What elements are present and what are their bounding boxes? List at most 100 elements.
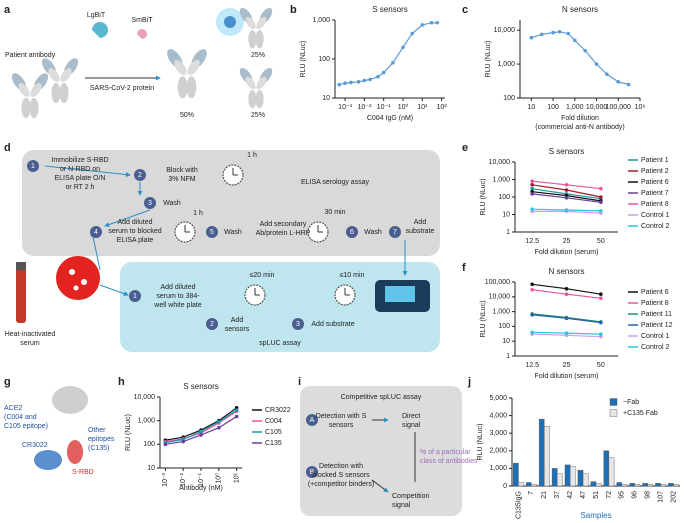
y-tick-label: 1,000 (312, 17, 330, 24)
data-point (605, 72, 609, 77)
data-point (551, 30, 555, 35)
data-point (599, 200, 603, 205)
data-point (376, 74, 380, 79)
data-point (391, 60, 395, 65)
bar (564, 464, 571, 487)
legend-label: Patient 2 (641, 168, 669, 175)
step-number: 5 (210, 229, 214, 236)
step-number: A (310, 417, 315, 424)
panel-label: b (290, 4, 297, 16)
bar (647, 484, 654, 487)
legend-label: Control 2 (641, 344, 670, 351)
x-axis-label: C004 IgG (nM) (367, 115, 413, 122)
x-tick-label: C135IgG (515, 491, 522, 519)
step-number: 7 (393, 229, 397, 236)
bar (603, 450, 610, 487)
x-tick-label: 96 (632, 491, 639, 499)
x-tick-label: 10⁻² (180, 472, 187, 486)
legend-label: Patient 1 (641, 157, 669, 164)
data-point (557, 29, 562, 34)
data-point (599, 320, 603, 325)
diagram-text: Block with (166, 167, 198, 174)
data-point (539, 32, 544, 37)
diagram-text: signal (392, 502, 411, 509)
diagram-text: signal (402, 422, 421, 429)
bar (621, 484, 628, 487)
panel-label: i (298, 376, 301, 388)
data-point (564, 292, 569, 296)
diagram-text: SmBiT (132, 17, 154, 24)
y-axis-label: RLU (NLuc) (480, 179, 487, 216)
step-number: 6 (350, 229, 354, 236)
bar (642, 483, 648, 487)
x-tick-label: 202 (670, 491, 677, 503)
chart-title: N sensors (548, 267, 584, 276)
step-circle (306, 414, 318, 426)
bar (660, 484, 666, 487)
step-number: 1 (133, 293, 137, 300)
x-axis-label: Antibody (nM) (179, 485, 223, 492)
y-tick-label: 100 (318, 56, 330, 63)
diagram-text: spLUC assay (259, 340, 301, 347)
diagram-text: Add (231, 317, 244, 324)
data-point (163, 442, 168, 447)
legend-label: C004 (265, 418, 282, 425)
step-number: B (310, 469, 315, 476)
chart-title: N sensors (562, 5, 598, 14)
diagram-text: Add diluted (160, 284, 195, 291)
bar (608, 457, 615, 487)
chart-title: S sensors (549, 147, 585, 156)
bar (616, 482, 623, 487)
x-tick-label: 25 (563, 362, 571, 369)
bar (513, 462, 519, 487)
diagram-text: well white plate (153, 302, 202, 309)
diagram-text: 1 h (247, 152, 257, 159)
data-point (368, 77, 373, 82)
diagram-text: (C004 and (4, 414, 37, 421)
legend-label: C135 (265, 440, 282, 447)
diagram-text: ≤10 min (340, 272, 365, 279)
diagram-text: Ab/protein L-HRP (256, 230, 311, 237)
data-point (564, 208, 569, 212)
y-tick-label: 2,000 (489, 448, 507, 455)
data-point (564, 182, 569, 187)
bar (582, 473, 589, 487)
x-tick-label: 98 (645, 491, 652, 499)
data-point (337, 82, 342, 87)
data-point (530, 330, 534, 335)
chart-title: S sensors (183, 382, 219, 391)
data-point (410, 31, 415, 36)
legend-label: Patient 11 (641, 311, 672, 318)
x-tick-label: 100,000 (606, 104, 631, 111)
y-tick-label: 1,000 (489, 465, 507, 472)
diagram-text: C105 epitope) (4, 423, 48, 430)
data-point (564, 286, 569, 291)
legend-label: Control 2 (641, 223, 670, 230)
y-tick-label: 100 (498, 194, 510, 201)
data-point (599, 296, 603, 301)
x-axis-label: Fold dilution (serum) (535, 373, 599, 380)
x-axis-label: Fold dilution (561, 115, 599, 122)
data-point (594, 62, 599, 66)
data-point (530, 192, 534, 196)
data-point (356, 80, 361, 84)
bar (557, 473, 563, 487)
step-number: 3 (148, 200, 152, 207)
panel-g-art (34, 386, 88, 470)
y-axis-label: RLU (NLuc) (480, 301, 487, 338)
legend-label: Patient 6 (641, 289, 669, 296)
y-tick-label: 4,000 (489, 412, 507, 419)
bar (629, 483, 635, 487)
x-tick-label: 12.5 (525, 238, 539, 245)
data-point (362, 78, 367, 83)
x-tick-label: 50 (597, 362, 605, 369)
y-axis-label: RLU (NLuc) (485, 41, 492, 78)
step-circle (144, 197, 156, 209)
x-tick-label: 10² (437, 104, 448, 111)
y-tick-label: 1 (506, 229, 510, 236)
step-number: 4 (94, 229, 98, 236)
data-point (435, 20, 440, 25)
x-tick-label: 50 (597, 238, 605, 245)
y-tick-label: 10,000 (489, 159, 511, 166)
x-tick-label: 10⁻¹ (198, 472, 205, 486)
